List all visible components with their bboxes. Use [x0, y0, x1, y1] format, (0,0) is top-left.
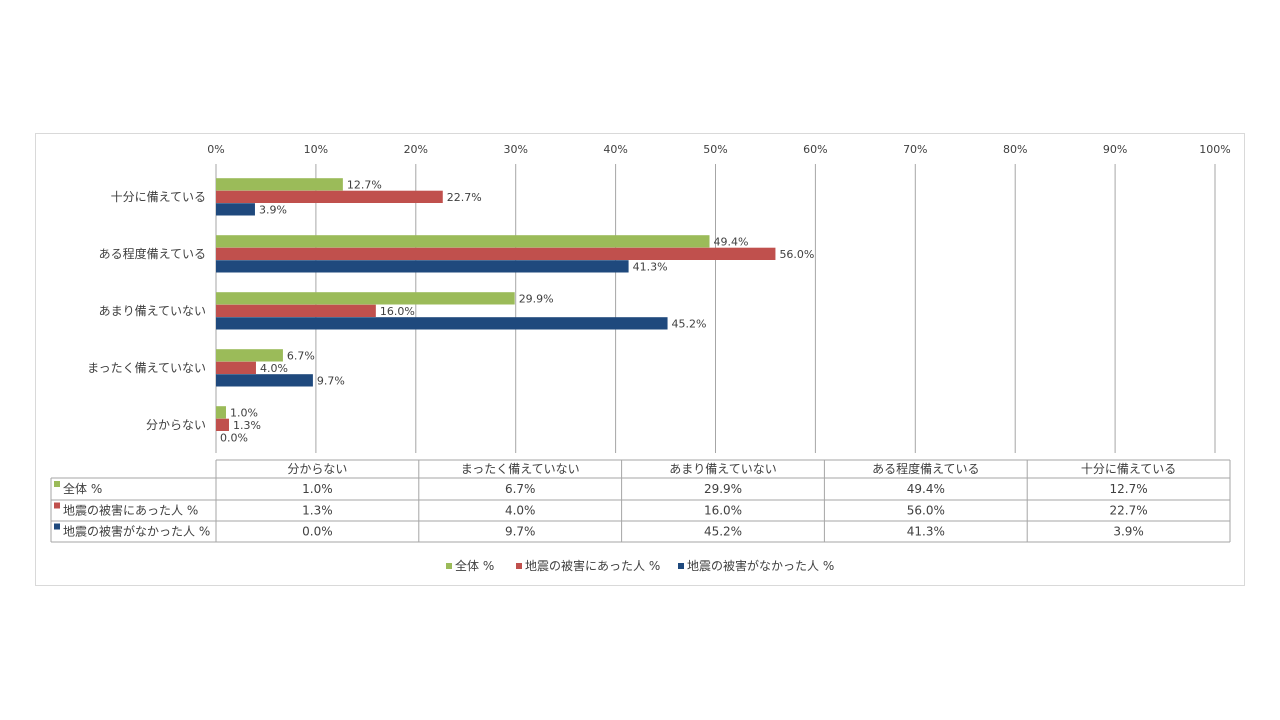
table-row-label: 地震の被害がなかった人 % [63, 524, 210, 539]
table-header-cell: ある程度備えている [872, 461, 979, 476]
legend-label: 地震の被害にあった人 % [525, 558, 660, 573]
category-label: まったく備えていない [87, 360, 206, 375]
table-cell: 41.3% [907, 525, 945, 539]
bar [216, 247, 776, 260]
bar [216, 374, 313, 387]
bar [216, 418, 229, 431]
x-tick-label: 10% [304, 143, 328, 156]
bar [216, 317, 668, 330]
table-cell: 56.0% [907, 504, 945, 518]
x-tick-label: 60% [803, 143, 827, 156]
table-header-cell: あまり備えていない [669, 461, 776, 476]
data-labels: 12.7% 22.7% 3.9% 49.4% 56.0% 41.3% 29.9% 16.0% 4… [220, 178, 814, 444]
bar [216, 361, 256, 374]
data-label: 1.0% [230, 406, 258, 419]
bar [216, 349, 283, 362]
data-label: 16.0% [380, 305, 415, 318]
category-labels: 十分に備えているある程度備えているあまり備えていないまったく備えていない分からな… [87, 189, 206, 432]
data-label: 56.0% [779, 248, 814, 261]
table-legend-key [54, 523, 60, 530]
table-legend-key [54, 502, 60, 509]
legend-key [446, 563, 452, 569]
data-label: 6.7% [287, 349, 315, 362]
x-tick-label: 20% [404, 143, 428, 156]
data-label: 41.3% [633, 260, 668, 273]
bar [216, 190, 443, 203]
table-cell: 12.7% [1110, 482, 1148, 496]
table-cell: 49.4% [907, 482, 945, 496]
x-tick-label: 70% [903, 143, 927, 156]
table-row-label: 地震の被害にあった人 % [63, 503, 198, 518]
legend-key [678, 563, 684, 569]
bar [216, 178, 343, 191]
data-table: 分からない まったく備えていない あまり備えていない ある程度備えている 十分に備えてい… [50, 459, 1231, 543]
table-cell: 22.7% [1110, 504, 1148, 518]
table-cell: 1.3% [302, 504, 333, 518]
bar [216, 406, 226, 419]
table-cell: 45.2% [704, 525, 742, 539]
bar [216, 235, 710, 248]
table-cell: 16.0% [704, 504, 742, 518]
data-label: 3.9% [259, 203, 287, 216]
bar [216, 292, 515, 305]
category-label: ある程度備えている [99, 246, 206, 261]
x-tick-label: 50% [703, 143, 727, 156]
bar-chart: 0% 10% 20% 30% 40% 50% 60% 70% 80% 90% 100% 十分に備えて… [50, 143, 1231, 573]
table-cell: 29.9% [704, 482, 742, 496]
x-tick-label: 90% [1103, 143, 1127, 156]
data-label: 49.4% [714, 235, 749, 248]
data-label: 0.0% [220, 431, 248, 444]
bar [216, 203, 255, 216]
x-tick-label: 40% [603, 143, 627, 156]
data-label: 12.7% [347, 178, 382, 191]
table-cell: 0.0% [302, 525, 333, 539]
x-tick-label: 80% [1003, 143, 1027, 156]
legend-key [516, 563, 522, 569]
data-label: 9.7% [317, 374, 345, 387]
category-label: 十分に備えている [111, 189, 206, 204]
table-cell: 9.7% [505, 525, 536, 539]
x-axis-ticks: 0% 10% 20% 30% 40% 50% 60% 70% 80% 90% 100% [207, 143, 1230, 156]
x-tick-label: 0% [207, 143, 224, 156]
table-cell: 4.0% [505, 504, 536, 518]
table-header-cell: まったく備えていない [461, 461, 580, 476]
table-legend-key [54, 481, 60, 487]
bar [216, 304, 376, 317]
bar [216, 260, 629, 273]
data-label: 22.7% [447, 191, 482, 204]
legend-label: 全体 % [455, 558, 494, 573]
table-header-cell: 十分に備えている [1081, 461, 1176, 476]
category-label: 分からない [146, 418, 206, 432]
data-label: 45.2% [672, 317, 707, 330]
table-row-label: 全体 % [63, 481, 102, 496]
data-label: 1.3% [233, 419, 261, 432]
table-header-cell: 分からない [287, 462, 347, 476]
x-tick-label: 30% [503, 143, 527, 156]
table-cell: 1.0% [302, 482, 333, 496]
bars [216, 178, 776, 431]
data-label: 29.9% [519, 292, 554, 305]
table-cell: 3.9% [1113, 525, 1144, 539]
grid-layer [215, 164, 1216, 453]
data-label: 4.0% [260, 362, 288, 375]
table-cell: 6.7% [505, 482, 536, 496]
category-label: あまり備えていない [99, 303, 206, 318]
legend: 全体 % 地震の被害にあった人 % 地震の被害がなかった人 % [446, 558, 834, 573]
legend-label: 地震の被害がなかった人 % [687, 558, 834, 573]
x-tick-label: 100% [1199, 143, 1230, 156]
chart-frame: 0% 10% 20% 30% 40% 50% 60% 70% 80% 90% 100% 十分に備えて… [35, 133, 1245, 586]
